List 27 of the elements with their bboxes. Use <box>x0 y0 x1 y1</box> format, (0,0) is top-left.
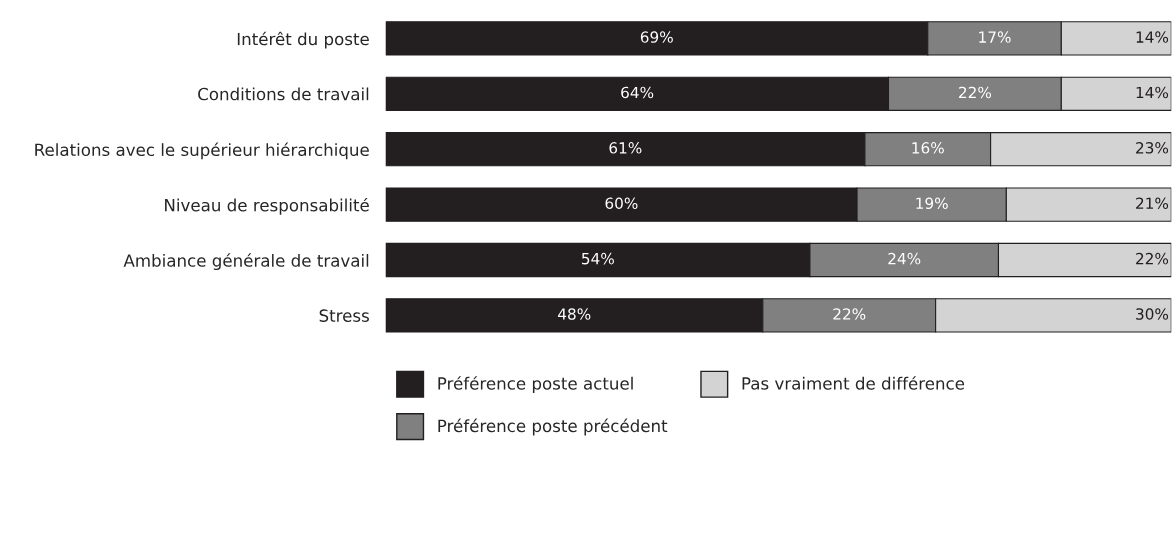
data-label: 16% <box>912 142 944 154</box>
data-label: 54% <box>582 252 614 265</box>
data-label: 24% <box>888 252 921 265</box>
data-label: 22% <box>959 86 992 99</box>
y-tick-label: Stress <box>319 309 369 322</box>
data-label: 61% <box>609 142 642 154</box>
legend-label: Pas vraiment de différence <box>742 376 965 390</box>
data-label: 22% <box>1136 252 1169 265</box>
data-label: 19% <box>916 197 948 210</box>
legend-label: Préférence poste actuel <box>438 376 633 393</box>
data-label: 21% <box>1136 197 1169 210</box>
data-label: 14% <box>1136 31 1169 43</box>
data-label: 14% <box>1136 86 1169 99</box>
data-label: 48% <box>558 308 591 320</box>
legend-label: Préférence poste précédent <box>438 418 668 436</box>
data-label: 69% <box>640 31 673 43</box>
data-label: 60% <box>605 197 638 210</box>
y-tick-label: Relations avec le supérieur hiérarchique <box>35 142 369 160</box>
data-label: 22% <box>833 308 866 320</box>
y-tick-label: Ambiance générale de travail <box>123 253 369 271</box>
data-label: 17% <box>979 31 1011 43</box>
y-tick-label: Intérêt du poste <box>237 31 369 49</box>
data-label: 64% <box>621 86 654 99</box>
y-tick-label: Niveau de responsabilité <box>165 197 369 215</box>
data-label: 23% <box>1136 142 1169 154</box>
data-label: 30% <box>1136 308 1169 320</box>
y-tick-label: Conditions de travail <box>198 87 369 101</box>
